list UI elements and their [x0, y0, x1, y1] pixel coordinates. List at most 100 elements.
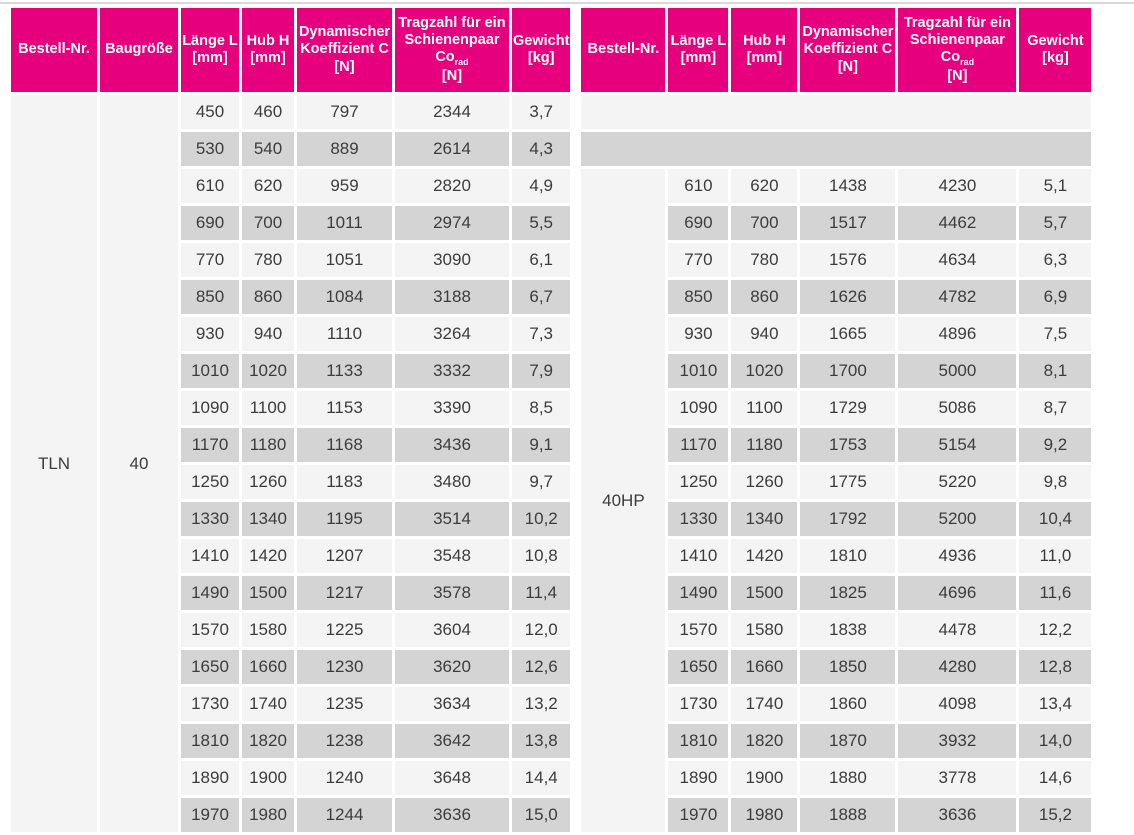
table-row: 850 860 1626 4782 6,9 [581, 280, 1092, 314]
value-cell: 3,7 [512, 95, 571, 129]
value-cell: 700 [731, 206, 798, 240]
value-cell: 10,4 [1019, 502, 1092, 536]
value-cell: 1217 [297, 576, 392, 610]
value-cell: 13,8 [512, 724, 571, 758]
value-cell: 1020 [242, 354, 294, 388]
value-cell: 3578 [395, 576, 509, 610]
value-cell: 1235 [297, 687, 392, 721]
value-cell: 860 [731, 280, 798, 314]
table-row: 1410 1420 1207 3548 10,8 [11, 539, 571, 573]
table-row: 1250 1260 1775 5220 9,8 [581, 465, 1092, 499]
table-row: 930 940 1110 3264 7,3 [11, 317, 571, 351]
header-cell-3: Dynamischer Koeffizient C [N] [800, 8, 896, 92]
table-row: 770 780 1051 3090 6,1 [11, 243, 571, 277]
value-cell: 1570 [668, 613, 729, 647]
value-cell: 4098 [898, 687, 1017, 721]
table-row: 1490 1500 1825 4696 11,6 [581, 576, 1092, 610]
value-cell: 2344 [395, 95, 509, 129]
value-cell: 3778 [898, 761, 1017, 795]
table-row: 1010 1020 1133 3332 7,9 [11, 354, 571, 388]
bestellnr-cell: 40HP [581, 169, 666, 832]
table-row: 1650 1660 1230 3620 12,6 [11, 650, 571, 684]
table-row: 1970 1980 1888 3636 15,2 [581, 798, 1092, 832]
value-cell: 9,1 [512, 428, 571, 462]
table-row: 770 780 1576 4634 6,3 [581, 243, 1092, 277]
value-cell: 1020 [731, 354, 798, 388]
value-cell: 5,5 [512, 206, 571, 240]
value-cell: 620 [731, 169, 798, 203]
value-cell: 4478 [898, 613, 1017, 647]
value-cell: 1730 [668, 687, 729, 721]
value-cell: 1700 [800, 354, 896, 388]
table-row: 1010 1020 1700 5000 8,1 [581, 354, 1092, 388]
value-cell: 1890 [668, 761, 729, 795]
table-row: 1250 1260 1183 3480 9,7 [11, 465, 571, 499]
value-cell: 8,7 [1019, 391, 1092, 425]
table-row: 40HP 610 620 1438 4230 5,1 [581, 169, 1092, 832]
value-cell: 1980 [731, 798, 798, 832]
value-cell: 1730 [181, 687, 239, 721]
value-cell: 1250 [668, 465, 729, 499]
header-cell-4: Dynamischer Koeffizient C [N] [297, 8, 392, 92]
value-cell: 3604 [395, 613, 509, 647]
value-cell: 3620 [395, 650, 509, 684]
value-cell: 4634 [898, 243, 1017, 277]
value-cell: 1110 [297, 317, 392, 351]
value-cell: 6,1 [512, 243, 571, 277]
value-cell: 3480 [395, 465, 509, 499]
header-cell-2: Hub H [mm] [731, 8, 798, 92]
empty-row [581, 132, 1092, 166]
table-row: 690 700 1517 4462 5,7 [581, 206, 1092, 240]
value-cell: 9,8 [1019, 465, 1092, 499]
header-cell-4: Tragzahl für ein Schienenpaar Corad [N] [898, 8, 1017, 92]
value-cell: 1660 [731, 650, 798, 684]
value-cell: 1500 [242, 576, 294, 610]
value-cell: 690 [181, 206, 239, 240]
table-row: TLN 40 450 460 797 2344 3,7 [11, 95, 571, 832]
value-cell: 1180 [242, 428, 294, 462]
value-cell: 4462 [898, 206, 1017, 240]
value-cell: 1980 [242, 798, 294, 832]
value-cell: 3636 [395, 798, 509, 832]
value-cell: 3390 [395, 391, 509, 425]
table-row: 1810 1820 1870 3932 14,0 [581, 724, 1092, 758]
table-row: 1330 1340 1792 5200 10,4 [581, 502, 1092, 536]
value-cell: 1870 [800, 724, 896, 758]
value-cell: 5,7 [1019, 206, 1092, 240]
value-cell: 1820 [731, 724, 798, 758]
value-cell: 797 [297, 95, 392, 129]
value-cell: 2974 [395, 206, 509, 240]
value-cell: 1810 [800, 539, 896, 573]
value-cell: 11,4 [512, 576, 571, 610]
value-cell: 4,9 [512, 169, 571, 203]
value-cell: 1490 [668, 576, 729, 610]
value-cell: 3514 [395, 502, 509, 536]
value-cell: 7,9 [512, 354, 571, 388]
value-cell: 1240 [297, 761, 392, 795]
value-cell: 1330 [181, 502, 239, 536]
value-cell: 6,7 [512, 280, 571, 314]
value-cell: 1753 [800, 428, 896, 462]
value-cell: 4936 [898, 539, 1017, 573]
table-row: 1330 1340 1195 3514 10,2 [11, 502, 571, 536]
value-cell: 9,7 [512, 465, 571, 499]
value-cell: 1900 [731, 761, 798, 795]
header-cell-0: Bestell-Nr. [581, 8, 666, 92]
value-cell: 3332 [395, 354, 509, 388]
value-cell: 3642 [395, 724, 509, 758]
value-cell: 770 [181, 243, 239, 277]
value-cell: 1650 [668, 650, 729, 684]
value-cell: 460 [242, 95, 294, 129]
spec-table-right: Bestell-Nr. Länge L [mm] Hub H [mm] Dynamisch… [578, 5, 1094, 835]
value-cell: 4280 [898, 650, 1017, 684]
value-cell: 1970 [668, 798, 729, 832]
value-cell: 11,0 [1019, 539, 1092, 573]
value-cell: 1850 [800, 650, 896, 684]
header-row: Bestell-Nr. Länge L [mm] Hub H [mm] Dynamisch… [581, 8, 1092, 92]
value-cell: 10,8 [512, 539, 571, 573]
value-cell: 1570 [181, 613, 239, 647]
value-cell: 11,6 [1019, 576, 1092, 610]
value-cell: 15,2 [1019, 798, 1092, 832]
value-cell: 6,9 [1019, 280, 1092, 314]
value-cell: 1010 [668, 354, 729, 388]
